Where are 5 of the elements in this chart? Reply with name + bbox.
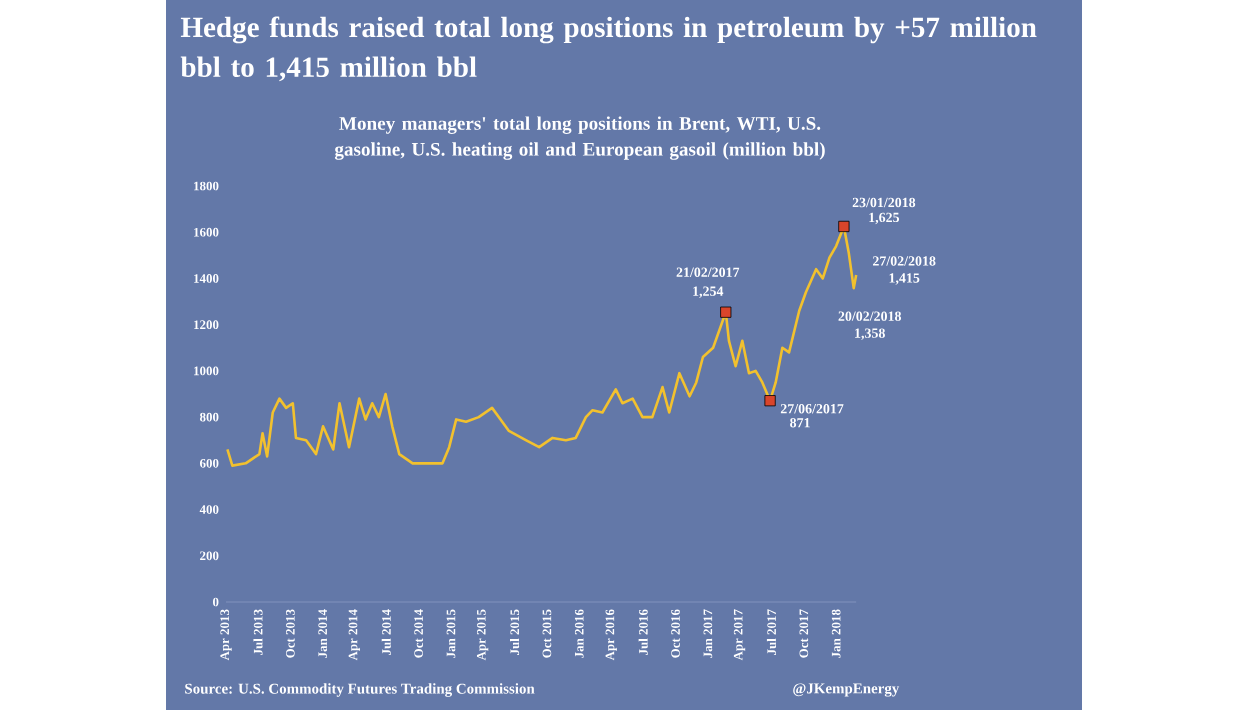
point: [720, 306, 732, 318]
chart-subtitle: Money managers' total long positions in Brent, WTI, U.S. gasoline, U.S. heating oil and European gasoil (million bbl): [334, 116, 825, 160]
chart-title: Hedge funds raised total long positions in petroleum by +57 million bbl to 1,415 million bbl: [180, 16, 1037, 82]
point: [764, 395, 776, 407]
point: [838, 220, 850, 233]
